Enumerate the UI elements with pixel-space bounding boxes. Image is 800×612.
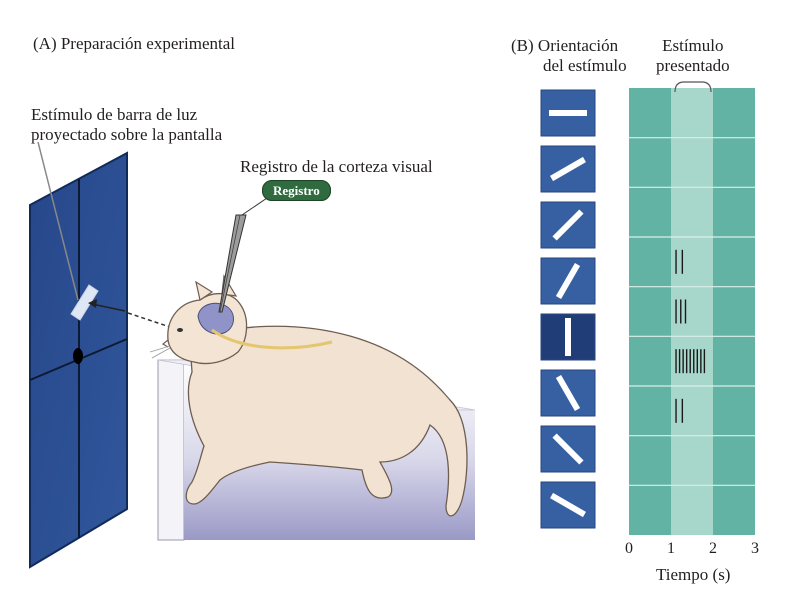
x-tick-label: 3 xyxy=(751,540,759,557)
orientation-bar xyxy=(555,263,581,299)
recording-callout: Registro de la corteza visual xyxy=(240,157,433,176)
stimulus-callout-line1: Estímulo de barra de luz xyxy=(31,105,198,124)
stimulus-label-line2: presentado xyxy=(656,56,730,75)
stimulus-label-line1: Estímulo xyxy=(662,36,724,55)
orientation-bar xyxy=(552,209,584,241)
x-axis-label: Tiempo (s) xyxy=(656,565,731,584)
projection-screen xyxy=(29,151,128,569)
orientation-bar xyxy=(550,492,586,518)
panel-b-title: (B) Orientación del estímulo xyxy=(511,36,627,76)
x-tick-label: 2 xyxy=(709,540,717,557)
recording-badge: Registro xyxy=(262,180,331,201)
stimulus-pointer-line xyxy=(37,141,79,301)
brain xyxy=(197,302,234,335)
orientation-bar xyxy=(549,110,587,116)
light-bar-stimulus xyxy=(70,284,99,321)
orientation-tile xyxy=(540,425,596,473)
panel-b-title-line2: del estímulo xyxy=(543,56,627,75)
orientation-tile xyxy=(540,145,596,193)
panel-a-title: (A) Preparación experimental xyxy=(33,34,236,53)
x-tick-label: 1 xyxy=(667,540,675,557)
line-of-sight xyxy=(127,312,171,328)
stimulus-bracket xyxy=(674,81,712,93)
stimulus-callout: Estímulo de barra de luz proyectado sobr… xyxy=(31,105,222,145)
orientation-tile xyxy=(540,89,596,137)
gaze-arrow xyxy=(91,303,126,312)
panel-b-title-line1: (B) Orientación xyxy=(511,36,619,55)
stimulus-window xyxy=(671,88,713,535)
fixation-spot xyxy=(73,348,83,364)
stimulus-presented-label: Estímulo presentado xyxy=(656,36,730,76)
orientation-stimuli xyxy=(540,89,596,529)
visual-pathway xyxy=(211,328,333,350)
spike-raster xyxy=(629,88,755,535)
x-tick-label: 0 xyxy=(625,540,633,557)
orientation-tile xyxy=(540,313,596,361)
orientation-tile xyxy=(540,201,596,249)
orientation-bar xyxy=(552,433,584,465)
orientation-bar xyxy=(555,375,581,411)
x-axis: 0 1 2 3 xyxy=(625,540,759,557)
orientation-tile xyxy=(540,257,596,305)
orientation-tile xyxy=(540,369,596,417)
spikes xyxy=(675,249,706,423)
trial-separators xyxy=(629,137,755,486)
orientation-tile xyxy=(540,481,596,529)
cat-illustration xyxy=(149,274,468,517)
orientation-bar xyxy=(565,318,571,356)
orientation-bar xyxy=(550,156,586,182)
stimulus-callout-line2: proyectado sobre la pantalla xyxy=(31,125,223,144)
